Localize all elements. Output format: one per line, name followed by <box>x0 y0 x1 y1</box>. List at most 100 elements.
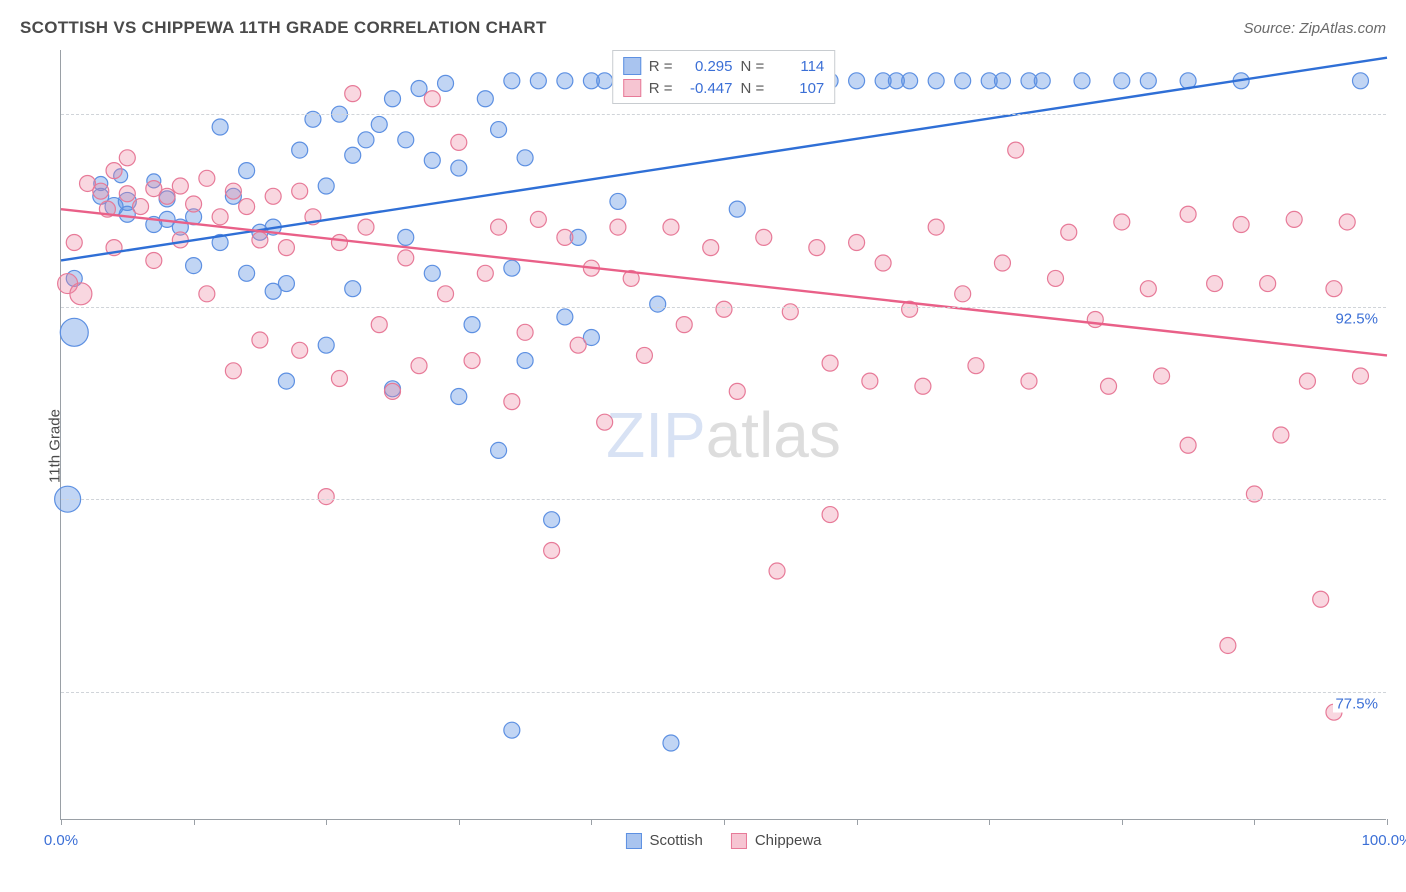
data-point <box>1101 378 1117 394</box>
data-point <box>438 75 454 91</box>
data-point <box>491 219 507 235</box>
data-point <box>994 73 1010 89</box>
data-point <box>1061 224 1077 240</box>
data-point <box>464 353 480 369</box>
data-point <box>504 722 520 738</box>
data-point <box>1180 206 1196 222</box>
data-point <box>955 73 971 89</box>
data-point <box>60 318 88 346</box>
data-point <box>1021 373 1037 389</box>
data-point <box>1273 427 1289 443</box>
stats-r-value-chippewa: -0.447 <box>681 80 733 97</box>
data-point <box>557 309 573 325</box>
legend-item-scottish: Scottish <box>625 832 702 849</box>
legend: Scottish Chippewa <box>625 832 821 849</box>
data-point <box>133 199 149 215</box>
data-point <box>597 414 613 430</box>
x-tick <box>724 819 725 825</box>
stats-r-label: R = <box>649 58 673 75</box>
data-point <box>172 178 188 194</box>
data-point <box>385 383 401 399</box>
data-point <box>491 122 507 138</box>
x-tick <box>459 819 460 825</box>
data-point <box>199 286 215 302</box>
chart-header: SCOTTISH VS CHIPPEWA 11TH GRADE CORRELAT… <box>20 18 1386 38</box>
data-point <box>398 250 414 266</box>
x-tick <box>1387 819 1388 825</box>
data-point <box>716 301 732 317</box>
data-point <box>172 232 188 248</box>
legend-swatch-chippewa <box>731 833 747 849</box>
data-point <box>650 296 666 312</box>
data-point <box>106 163 122 179</box>
data-point <box>1114 214 1130 230</box>
data-point <box>1154 368 1170 384</box>
data-point <box>186 196 202 212</box>
data-point <box>1233 217 1249 233</box>
data-point <box>928 219 944 235</box>
data-point <box>278 276 294 292</box>
data-point <box>915 378 931 394</box>
data-point <box>451 389 467 405</box>
data-point <box>477 265 493 281</box>
data-point <box>491 442 507 458</box>
data-point <box>1352 73 1368 89</box>
x-tick-label: 0.0% <box>44 832 78 849</box>
data-point <box>597 73 613 89</box>
data-point <box>955 286 971 302</box>
data-point <box>729 383 745 399</box>
data-point <box>119 186 135 202</box>
data-point <box>822 355 838 371</box>
data-point <box>862 373 878 389</box>
x-tick <box>326 819 327 825</box>
gridline <box>61 114 1386 115</box>
data-point <box>517 150 533 166</box>
data-point <box>119 150 135 166</box>
data-point <box>557 73 573 89</box>
data-point <box>928 73 944 89</box>
data-point <box>1207 276 1223 292</box>
stats-row-scottish: R = 0.295 N = 114 <box>623 55 825 77</box>
data-point <box>756 229 772 245</box>
legend-label-chippewa: Chippewa <box>755 832 822 849</box>
data-point <box>636 347 652 363</box>
data-point <box>159 188 175 204</box>
stats-n-value-scottish: 114 <box>772 58 824 75</box>
scatter-chart-svg <box>61 50 1386 819</box>
data-point <box>1140 281 1156 297</box>
gridline <box>61 499 1386 500</box>
data-point <box>265 188 281 204</box>
stats-swatch-scottish <box>623 57 641 75</box>
data-point <box>1286 211 1302 227</box>
data-point <box>968 358 984 374</box>
data-point <box>849 235 865 251</box>
data-point <box>345 147 361 163</box>
data-point <box>1339 214 1355 230</box>
data-point <box>411 81 427 97</box>
data-point <box>663 219 679 235</box>
chart-title: SCOTTISH VS CHIPPEWA 11TH GRADE CORRELAT… <box>20 18 547 38</box>
data-point <box>1048 270 1064 286</box>
data-point <box>1180 437 1196 453</box>
stats-n-value-chippewa: 107 <box>772 80 824 97</box>
data-point <box>385 91 401 107</box>
data-point <box>1313 591 1329 607</box>
data-point <box>318 178 334 194</box>
data-point <box>212 209 228 225</box>
data-point <box>199 170 215 186</box>
data-point <box>438 286 454 302</box>
data-point <box>371 116 387 132</box>
data-point <box>398 132 414 148</box>
data-point <box>278 240 294 256</box>
data-point <box>451 134 467 150</box>
x-tick <box>1254 819 1255 825</box>
data-point <box>849 73 865 89</box>
data-point <box>70 283 92 305</box>
data-point <box>371 317 387 333</box>
data-point <box>212 119 228 135</box>
legend-label-scottish: Scottish <box>649 832 702 849</box>
data-point <box>1299 373 1315 389</box>
x-tick <box>61 819 62 825</box>
chart-source: Source: ZipAtlas.com <box>1243 20 1386 37</box>
x-tick-label: 100.0% <box>1362 832 1406 849</box>
